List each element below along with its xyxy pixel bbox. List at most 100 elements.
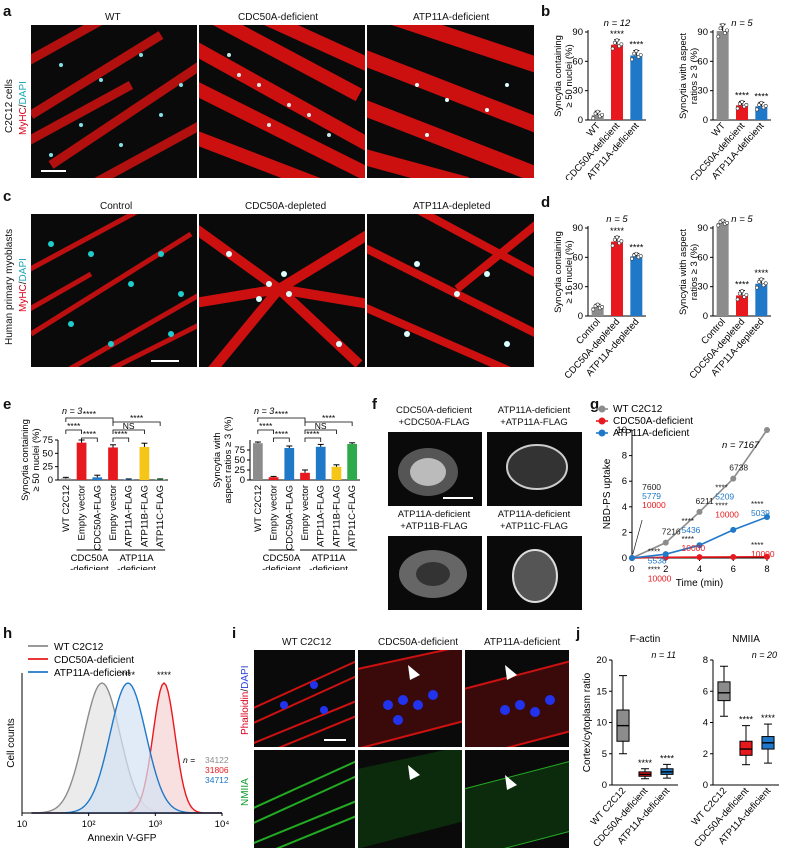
x-axis-label: Annexin V-GFP [88, 833, 157, 844]
sig-label: **** [157, 670, 172, 680]
chart-b: 0 30 60 90 Syncytia containing ≥ 50 nuclei (%… [553, 18, 771, 180]
data-point [634, 49, 639, 53]
box [739, 740, 753, 756]
bar [284, 448, 295, 480]
x-tick-label: 10² [82, 819, 96, 830]
micrograph-f-2 [487, 432, 582, 506]
data-point [759, 100, 764, 105]
series-point [662, 551, 669, 558]
col-label-cdc50a-depleted: CDC50A-depleted [245, 201, 327, 212]
sig-label: **** [83, 429, 97, 439]
sig-label: **** [83, 409, 97, 419]
y-axis-label: ≥ 50 nuclei (%) [564, 44, 575, 107]
bar [60, 478, 71, 480]
chart-title: NMIIA [732, 634, 760, 645]
x-tick-label: 8 [764, 564, 769, 575]
y-axis-label: ≥ 16 nuclei (%) [564, 240, 575, 303]
y-tick-label: 60 [697, 252, 708, 263]
chart-h: 10 10² 10³ 10⁴ Annexin V-GFP Cell counts WT C2… [6, 642, 229, 844]
group-label: ATP11A [312, 553, 347, 564]
data-point [763, 104, 768, 108]
sig-label: **** [121, 670, 136, 680]
category-label: Empty vector [77, 485, 88, 540]
y-axis-label: Cortex/cytoplasm ratio [582, 672, 593, 772]
sig-bracket [257, 417, 306, 422]
bar [755, 283, 768, 316]
annot-wt: 6211 [696, 496, 715, 506]
sig-label: **** [660, 753, 675, 763]
group-label-2: -deficient [309, 564, 348, 570]
legend-label: WT C2C12 [613, 404, 663, 415]
y-tick-label: 8 [703, 655, 708, 666]
data-point [720, 22, 725, 27]
micrograph-f-4 [487, 536, 582, 610]
side-label-human: Human primary myoblasts [4, 228, 15, 345]
series-point [730, 475, 737, 482]
sig-label: **** [114, 429, 128, 439]
sig-label: **** [275, 429, 289, 439]
bar-chart-e1: 0 25 50 75 Syncytia containing ≥ 50 nuclei (%… [20, 406, 168, 570]
micrograph-i-wt-phalloidin [254, 650, 355, 747]
col-label-wt: WT [105, 12, 121, 23]
bar [611, 44, 623, 120]
chart-title: F-actin [630, 634, 661, 645]
bar [755, 106, 768, 120]
y-tick-label: 4 [703, 718, 708, 729]
annot-atp: 5039 [751, 508, 770, 518]
x-tick-label: 4 [697, 564, 702, 575]
side-label-c2c12: C2C12 cells [4, 79, 15, 133]
bar [630, 55, 643, 120]
category-label: ATP11C-FLAG [155, 485, 166, 547]
y-axis-label: NBD-PS uptake [602, 458, 613, 529]
line-chart-g: 0 2 4 6 8 10 0 2 4 6 8 Time (min) NBD-PS uptake WT C2… [596, 404, 775, 589]
y-tick-label: 75 [42, 435, 53, 446]
panel-label-f: f [372, 396, 377, 413]
y-axis-label: aspect ratios ≥ 3 (%) [223, 416, 234, 503]
y-tick-label: 2 [703, 749, 708, 760]
annot-wt: 7216 [662, 527, 681, 537]
panel-label-d: d [541, 194, 551, 211]
category-label: WT C2C12 [253, 485, 264, 532]
panel-label-i: i [232, 625, 237, 642]
micrograph-f-3 [388, 536, 482, 610]
data-point [716, 223, 721, 228]
y-tick-label: 10 [616, 425, 627, 436]
data-point [591, 307, 596, 312]
category-label: Empty vector [300, 485, 311, 540]
n-value: 31806 [205, 765, 229, 775]
group-label-2: -deficient [262, 564, 301, 570]
bar [315, 446, 326, 480]
f-label-3: ATP11A-deficient +ATP11B-FLAG [397, 509, 471, 532]
n-label: n = 7167 [722, 440, 760, 451]
sig-label: **** [306, 429, 320, 439]
bar [347, 444, 358, 480]
group-label: CDC50A [71, 553, 109, 564]
annot-arrow [632, 519, 643, 555]
data-point [757, 279, 762, 284]
series-point [629, 555, 635, 561]
data-point [759, 277, 764, 282]
micrograph-i-cdc50a-phalloidin [358, 650, 462, 747]
data-point [619, 239, 624, 244]
group-label-2: -deficient [70, 564, 109, 570]
data-point [720, 218, 725, 223]
data-point [716, 34, 721, 39]
group-label: CDC50A [263, 553, 301, 564]
sig-label: **** [322, 413, 336, 423]
sig-label: **** [67, 421, 81, 431]
data-point [744, 103, 749, 107]
sig-label: **** [735, 90, 750, 100]
stain-label-c: MyHC/DAPI [18, 258, 29, 312]
y-axis-label: Syncytia with [212, 432, 223, 487]
annot-t0: 7600 [642, 482, 661, 492]
arrow-icon [505, 775, 517, 790]
y-tick-label: 20 [596, 655, 607, 666]
annot-sig: **** [715, 502, 727, 511]
micrograph-c-control [31, 214, 197, 367]
f-label-2: ATP11A-deficient +ATP11A-FLAG [497, 405, 571, 428]
arrow-icon [408, 765, 420, 780]
category-label: WT C2C12 [61, 485, 72, 532]
data-point [735, 106, 740, 111]
data-point [610, 46, 615, 51]
micrograph-f-1 [388, 432, 482, 506]
